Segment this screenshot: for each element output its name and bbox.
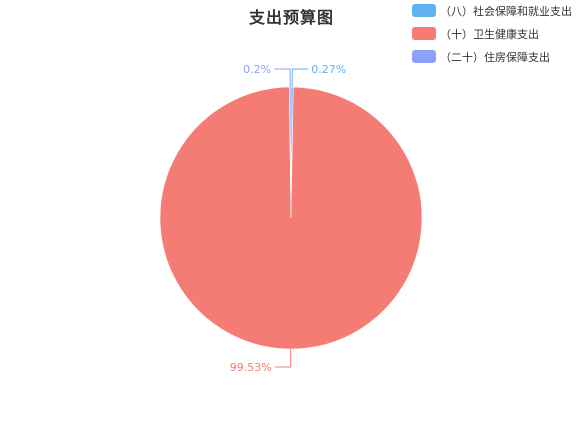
pie-slice[interactable] [159, 86, 423, 350]
pie-labels: 0.27% 99.53% 0.2% [230, 63, 346, 374]
data-label: 99.53% [230, 361, 272, 374]
pie-slices [159, 86, 423, 350]
legend-label: （八）社会保障和就业支出 [440, 4, 572, 18]
legend-label: （二十）住房保障支出 [440, 50, 550, 64]
legend-swatch [412, 4, 436, 17]
legend-item-social-security[interactable]: （八）社会保障和就业支出 [412, 4, 572, 18]
legend-swatch [412, 50, 436, 63]
chart-legend: （八）社会保障和就业支出 （十）卫生健康支出 （二十）住房保障支出 [412, 4, 572, 73]
legend-item-housing[interactable]: （二十）住房保障支出 [412, 50, 572, 64]
label-leader-line [274, 348, 292, 368]
data-label: 0.27% [311, 63, 346, 76]
data-label: 0.2% [243, 63, 271, 76]
legend-swatch [412, 27, 436, 40]
chart-title: 支出预算图 [248, 8, 334, 27]
label-leader-line [291, 68, 309, 88]
label-leader-line [274, 68, 291, 88]
legend-item-health[interactable]: （十）卫生健康支出 [412, 27, 572, 41]
legend-label: （十）卫生健康支出 [440, 27, 539, 41]
